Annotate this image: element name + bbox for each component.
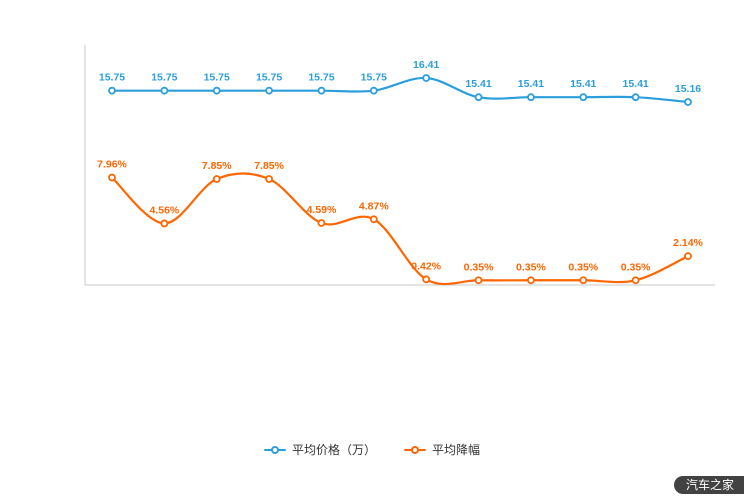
data-point-marker[interactable]: [212, 86, 221, 95]
point-label: 15.75: [256, 72, 282, 84]
data-point-marker[interactable]: [108, 86, 116, 95]
data-point-marker[interactable]: [631, 93, 640, 102]
data-point-marker[interactable]: [631, 276, 640, 285]
point-label: 15.75: [361, 72, 387, 84]
data-point-marker[interactable]: [579, 276, 588, 285]
point-label: 15.75: [99, 72, 125, 84]
series-line-0: [112, 76, 689, 104]
data-point-marker[interactable]: [527, 93, 535, 102]
point-label: 7.85%: [254, 160, 284, 172]
legend-item-average-discount[interactable]: 平均降幅: [404, 441, 480, 458]
point-label: 7.85%: [202, 160, 232, 172]
data-point-marker[interactable]: [369, 86, 378, 95]
data-point-marker[interactable]: [422, 74, 431, 82]
legend-line-dot-icon: [404, 445, 426, 455]
legend-label-average-price: 平均价格（万）: [291, 443, 376, 457]
data-point-marker[interactable]: [474, 93, 483, 102]
data-point-marker[interactable]: [160, 86, 169, 95]
point-label: 15.75: [151, 72, 177, 84]
data-point-marker[interactable]: [369, 215, 378, 224]
point-label: 0.35%: [568, 261, 598, 273]
line-chart: 15.75 15.75 15.75 15.75 15.75 15.75 16.41 15.41…: [84, 45, 715, 286]
data-point-marker[interactable]: [317, 219, 326, 227]
data-point-marker[interactable]: [684, 252, 692, 261]
point-label: 0.35%: [516, 261, 546, 273]
point-label: 15.41: [518, 78, 544, 90]
point-label: 4.56%: [149, 204, 179, 216]
legend-label-average-discount: 平均降幅: [432, 443, 481, 457]
point-label: 15.41: [622, 78, 648, 90]
data-point-marker[interactable]: [108, 173, 116, 182]
data-point-marker[interactable]: [527, 276, 535, 285]
data-point-marker[interactable]: [422, 275, 431, 284]
data-point-marker[interactable]: [474, 276, 483, 285]
point-label: 7.96%: [97, 159, 127, 171]
data-point-marker[interactable]: [265, 175, 273, 183]
point-label: 15.16: [675, 83, 701, 95]
watermark-autohome: 汽车之家: [673, 476, 744, 494]
data-point-marker[interactable]: [317, 86, 326, 95]
data-point-marker[interactable]: [212, 175, 221, 183]
point-label: 15.41: [465, 78, 491, 90]
point-label: 15.75: [308, 72, 334, 84]
series-line-1: [111, 172, 689, 286]
point-label: 0.35%: [621, 261, 651, 273]
point-label: 0.35%: [464, 261, 494, 273]
data-point-marker[interactable]: [579, 93, 588, 102]
chart-legend: 平均价格（万） 平均降幅: [0, 441, 744, 458]
point-label: 4.59%: [307, 204, 337, 216]
legend-item-average-price[interactable]: 平均价格（万）: [263, 441, 376, 458]
point-label: 2.14%: [673, 237, 703, 249]
point-label: 16.41: [413, 59, 439, 71]
data-point-marker[interactable]: [684, 98, 692, 106]
point-label: 4.87%: [359, 200, 389, 212]
data-point-marker[interactable]: [265, 86, 273, 95]
point-label: 15.75: [204, 72, 230, 84]
data-point-marker[interactable]: [160, 219, 169, 228]
point-label: 0.42%: [411, 260, 441, 272]
legend-line-dot-icon: [263, 445, 286, 455]
point-label: 15.41: [570, 78, 596, 90]
